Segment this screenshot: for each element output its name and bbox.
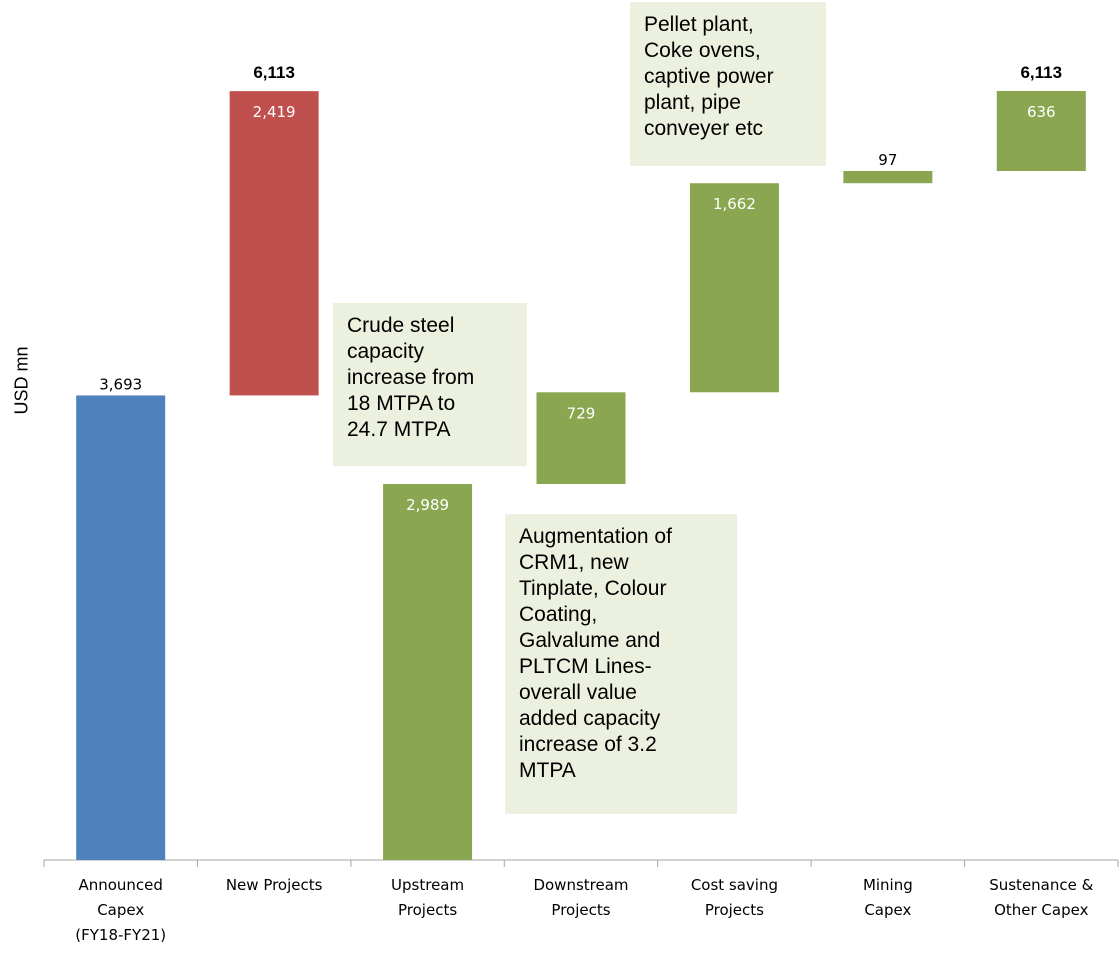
bar [843, 171, 933, 184]
annotation-crude-steel: Crude steel capacity increase from 18 MT… [333, 303, 527, 466]
annotation-line: added capacity [519, 707, 661, 730]
annotation-line: 24.7 MTPA [347, 418, 451, 441]
x-tick-label: Projects [551, 901, 610, 919]
annotation-line: Tinplate, Colour [519, 577, 667, 600]
annotation-line: capacity [347, 340, 425, 363]
x-tick-label: Sustenance & [989, 876, 1093, 894]
y-axis-label-text: USD mn [11, 345, 32, 415]
annotation-line: Galvalume and [519, 629, 661, 652]
annotation-line: plant, pipe [644, 91, 741, 114]
x-tick-label: Upstream [391, 876, 464, 894]
annotation-line: overall value [519, 681, 637, 704]
annotation-line: Augmentation of [519, 525, 672, 548]
data-label: 2,419 [253, 103, 296, 121]
annotation-line: increase from [347, 366, 475, 389]
annotation-line: Pellet plant, [644, 13, 754, 36]
x-tick-label: Other Capex [994, 901, 1089, 919]
data-label: 1,662 [713, 195, 756, 213]
x-tick-label: Projects [705, 901, 764, 919]
x-tick-label: Projects [398, 901, 457, 919]
annotation-line: CRM1, new [519, 551, 629, 574]
x-tick-label: Capex [864, 901, 911, 919]
annotation-line: conveyer etc [644, 117, 764, 140]
x-tick-label: New Projects [226, 876, 323, 894]
total-label: 6,113 [253, 63, 295, 82]
x-tick-label: Cost saving [691, 876, 778, 894]
data-label: 97 [878, 151, 897, 169]
data-label: 3,693 [99, 375, 142, 393]
bar [536, 392, 626, 484]
bar [996, 91, 1086, 172]
annotation-line: PLTCM Lines- [519, 655, 652, 678]
x-tick-label: Announced [78, 876, 162, 894]
bar [383, 483, 473, 860]
annotation-line: MTPA [519, 759, 576, 782]
data-label: 729 [567, 404, 596, 422]
bar [76, 395, 166, 860]
annotation-line: Coating, [519, 603, 598, 626]
x-tick-label: (FY18-FY21) [75, 926, 166, 944]
x-tick-label: Downstream [533, 876, 628, 894]
bar [229, 91, 319, 396]
annotation-line: captive power [644, 65, 774, 88]
annotation-line: Crude steel [347, 314, 455, 337]
annotation-downstream: Augmentation of CRM1, new Tinplate, Colo… [505, 514, 737, 814]
y-axis-label: USD mn [2, 300, 42, 460]
annotation-line: 18 MTPA to [347, 392, 456, 415]
data-label: 2,989 [406, 496, 449, 514]
bar [689, 183, 779, 393]
x-tick-label: Capex [97, 901, 144, 919]
total-label: 6,113 [1020, 63, 1062, 82]
annotation-line: Coke ovens, [644, 39, 761, 62]
annotation-pellet-plant: Pellet plant, Coke ovens, captive power … [630, 2, 826, 166]
annotation-line: increase of 3.2 [519, 733, 657, 756]
x-tick-label: Mining [863, 876, 913, 894]
data-label: 636 [1027, 103, 1056, 121]
